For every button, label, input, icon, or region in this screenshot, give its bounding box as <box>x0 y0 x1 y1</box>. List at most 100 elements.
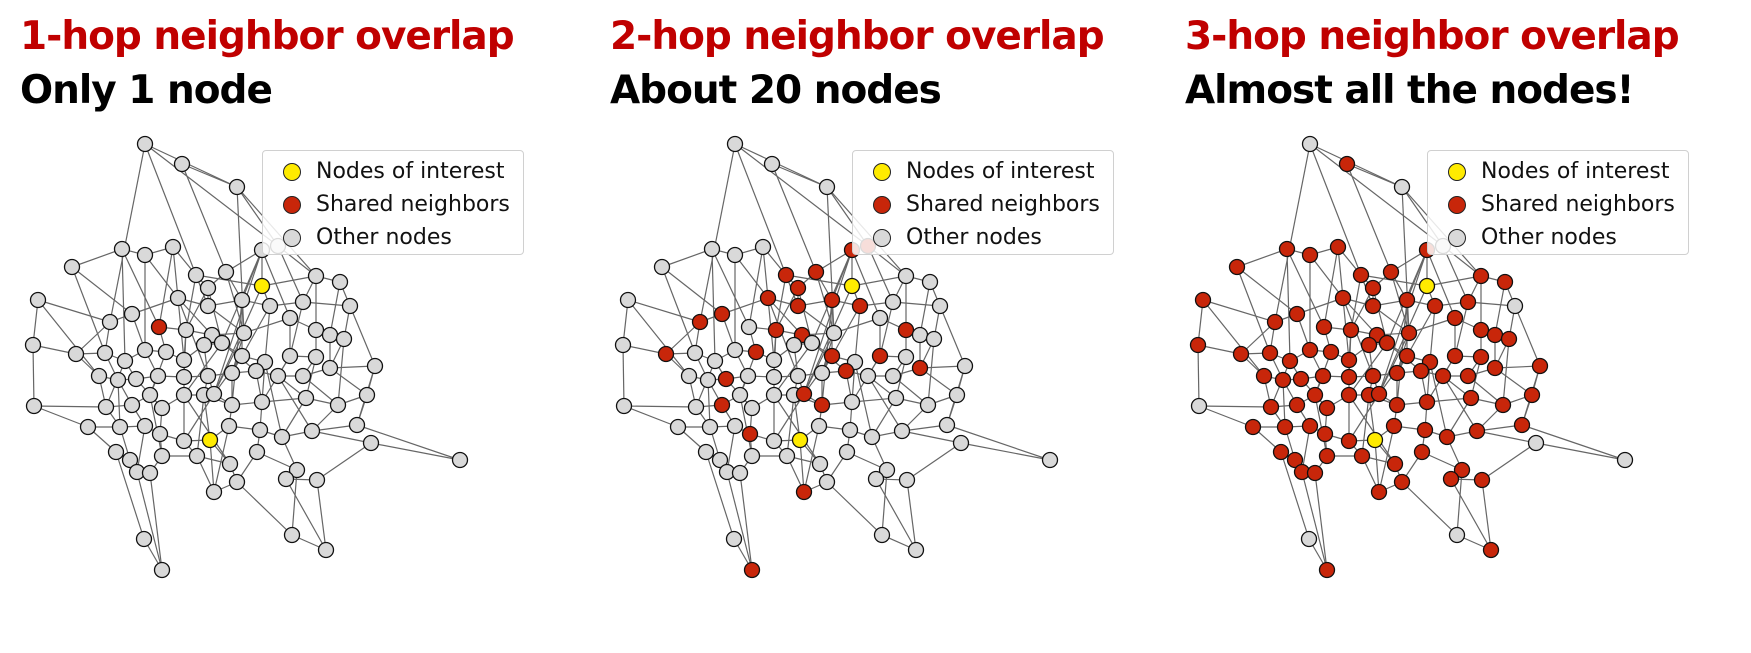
graph-node-shared <box>1189 336 1207 354</box>
graph-edge <box>1342 297 1378 336</box>
graph-edge <box>803 425 820 493</box>
graph-node-shared <box>1500 330 1518 348</box>
graph-edge <box>1494 281 1506 336</box>
graph-edge <box>739 472 753 571</box>
graph-edge <box>786 394 795 457</box>
graph-node-other <box>907 541 925 559</box>
graph-node-other <box>818 473 836 491</box>
graph-node-other <box>897 267 915 285</box>
graph-node-shared <box>1342 321 1360 339</box>
graph-node-other <box>1301 135 1319 153</box>
graph-node-shared <box>1438 428 1456 446</box>
graph-edge <box>1309 254 1344 299</box>
graph-node-shared <box>1486 359 1504 377</box>
graph-edge <box>726 471 753 571</box>
graph-edge <box>661 266 696 354</box>
graph-node-other <box>765 386 783 404</box>
legend: Nodes of interest Shared neighbors Other… <box>262 150 524 255</box>
graph-node-shared <box>1472 321 1490 339</box>
graph-node-other <box>199 367 217 385</box>
graph-node-other <box>136 417 154 435</box>
graph-edge <box>1378 249 1428 395</box>
graph-node-shared <box>1370 483 1388 501</box>
graph-edge <box>1429 361 1448 438</box>
graph-node-other <box>948 386 966 404</box>
graph-node-other <box>952 434 970 452</box>
graph-node-other <box>765 351 783 369</box>
graph-edge <box>826 481 883 536</box>
graph-edge <box>71 266 133 315</box>
graph-node-shared <box>1364 367 1382 385</box>
graph-edge <box>1348 394 1396 465</box>
graph-node-other <box>867 470 885 488</box>
graph-node-other <box>1527 434 1545 452</box>
graph-node-shared <box>851 297 869 315</box>
graph-node-other <box>153 561 171 579</box>
graph-node-shared <box>1352 266 1370 284</box>
graph-node-interest <box>201 431 219 449</box>
graph-node-other <box>101 313 119 331</box>
graph-edge <box>311 430 372 444</box>
graph-node-shared <box>1315 318 1333 336</box>
graph-edge <box>1521 424 1626 461</box>
graph-node-shared <box>1340 368 1358 386</box>
graph-edge <box>1378 425 1395 493</box>
graph-node-shared <box>1340 386 1358 404</box>
graph-edge <box>627 299 690 377</box>
graph-node-shared <box>1329 238 1347 256</box>
graph-edge <box>854 361 873 438</box>
graph-edge <box>1481 479 1492 551</box>
graph-node-other <box>843 393 861 411</box>
legend-item-other: Other nodes <box>271 221 515 254</box>
panel-subtitle: Almost all the nodes! <box>1185 68 1634 113</box>
legend-label: Nodes of interest <box>316 159 505 184</box>
graph-edge <box>771 163 828 188</box>
graph-edge <box>627 299 701 323</box>
graph-node-other <box>123 396 141 414</box>
graph-node-other <box>107 443 125 461</box>
graph-edge <box>1348 342 1388 396</box>
graph-node-other <box>329 396 347 414</box>
graph-edge <box>661 266 723 315</box>
graph-node-shared <box>1459 293 1477 311</box>
graph-node-other <box>331 273 349 291</box>
graph-edge <box>1236 266 1271 354</box>
graph-node-shared <box>1266 313 1284 331</box>
graph-node-other <box>96 344 114 362</box>
graph-node-other <box>294 293 312 311</box>
graph-edge <box>960 442 1051 461</box>
graph-node-shared <box>1232 345 1250 363</box>
graph-node-other <box>871 309 889 327</box>
graph-node-shared <box>1353 447 1371 465</box>
graph-edge <box>1374 439 1380 493</box>
graph-edge <box>121 248 160 328</box>
graph-edge <box>236 481 293 536</box>
network-graph <box>24 135 469 579</box>
graph-node-shared <box>1494 396 1512 414</box>
graph-edge <box>767 297 799 377</box>
graph-node-other <box>273 428 291 446</box>
graph-edge <box>1535 442 1626 461</box>
graph-node-other <box>228 178 246 196</box>
graph-node-interest <box>253 277 271 295</box>
graph-edge <box>1301 471 1328 571</box>
graph-node-shared <box>1446 347 1464 365</box>
graph-node-other <box>763 155 781 173</box>
graph-node-other <box>303 422 321 440</box>
graph-node-other <box>136 246 154 264</box>
graph-edge <box>939 305 966 367</box>
graph-node-other <box>335 330 353 348</box>
graph-edge <box>261 275 317 287</box>
graph-node-other <box>177 321 195 339</box>
graph-node-other <box>669 418 687 436</box>
graph-node-shared <box>1434 367 1452 385</box>
graph-node-other <box>703 240 721 258</box>
graph-node-other <box>149 367 167 385</box>
graph-node-shared <box>1472 267 1490 285</box>
graph-edge <box>1361 394 1370 457</box>
graph-edge <box>734 143 828 188</box>
graph-node-other <box>878 461 896 479</box>
legend-item-interest: Nodes of interest <box>861 155 1105 188</box>
graph-node-other <box>175 351 193 369</box>
graph-edge <box>285 478 327 551</box>
